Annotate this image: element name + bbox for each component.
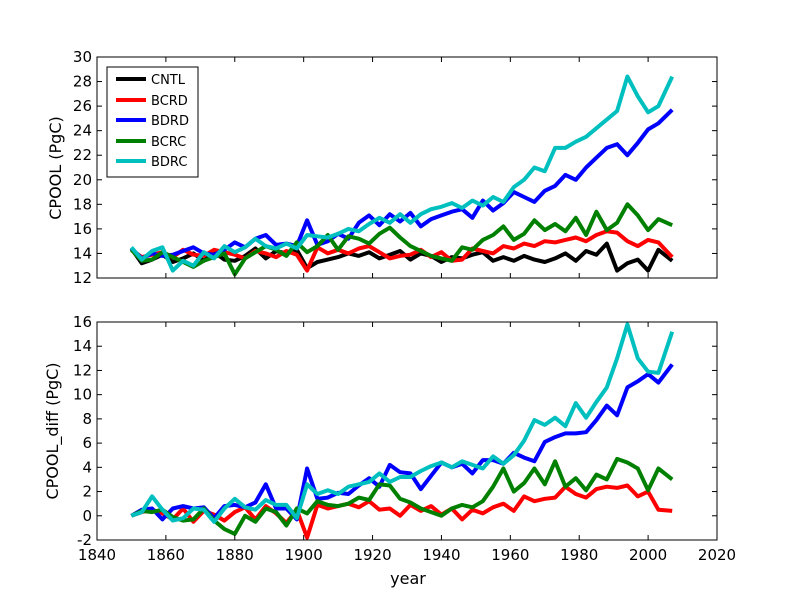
- bottom-ylabel: CPOOL_diff (PgC): [43, 362, 63, 499]
- bottom-ytick-label: 12: [73, 361, 92, 379]
- bottom-series-line-bdrc: [130, 322, 675, 524]
- top-series-line-bcrc: [129, 202, 674, 277]
- bottom-series-line-bcrc: [130, 456, 674, 536]
- bottom-xlabel: year: [390, 569, 426, 588]
- top-ytick-label: 14: [73, 244, 92, 262]
- bottom-xtick-label: 2000: [629, 546, 667, 564]
- top-ytick-label: 30: [73, 48, 92, 66]
- legend-label-bdrd: BDRD: [151, 114, 189, 129]
- top-panel: 12 14 16 18 20 22 24 26 28 30 CPOOL (PgC) CNTL BC…: [46, 48, 718, 287]
- bottom-xtick-label: 1860: [147, 546, 185, 564]
- bottom-ytick-label: 8: [82, 410, 92, 428]
- top-ytick-label: 12: [73, 269, 92, 287]
- legend: CNTL BCRD BDRD BCRC BDRC: [106, 66, 199, 178]
- bottom-ytick-label: 2: [82, 483, 92, 501]
- bottom-series-group: [130, 322, 675, 540]
- bottom-xtick-label: 1980: [560, 546, 598, 564]
- legend-label-cntl: CNTL: [151, 73, 186, 88]
- bottom-ytick-label: 10: [73, 386, 92, 404]
- top-ytick-label: 18: [73, 195, 92, 213]
- top-series-line-cntl: [129, 241, 674, 273]
- bottom-xtick-label: 1960: [491, 546, 529, 564]
- bottom-xtick-label: 2020: [698, 546, 736, 564]
- bottom-panel: -2 0 2 4 6 8 10 12 14 16 1840 1860 1880 1900 1920 1940 1…: [43, 313, 736, 588]
- bottom-xtick-label: 1920: [353, 546, 391, 564]
- top-ytick-label: 24: [73, 122, 92, 140]
- legend-label-bcrd: BCRD: [151, 94, 188, 109]
- top-series-line-bdrc: [129, 74, 675, 273]
- bottom-xtick-label: 1880: [216, 546, 254, 564]
- top-ytick-label: 16: [73, 220, 92, 238]
- bottom-ytick-label: 16: [73, 313, 92, 331]
- top-ticks-group: 12 14 16 18 20 22 24 26 28 30: [73, 48, 718, 287]
- legend-label-bcrc: BCRC: [151, 135, 186, 150]
- bottom-ytick-label: -2: [77, 531, 92, 549]
- bottom-axes-frame: [96, 321, 718, 541]
- bottom-xtick-label: 1840: [78, 546, 116, 564]
- top-ytick-label: 26: [73, 97, 92, 115]
- bottom-ytick-label: 4: [82, 458, 92, 476]
- top-ylabel: CPOOL (PgC): [46, 116, 65, 219]
- top-ytick-label: 28: [73, 73, 92, 91]
- top-ytick-label: 22: [73, 146, 92, 164]
- bottom-ytick-label: 6: [82, 434, 92, 452]
- top-axes-frame: [96, 56, 718, 279]
- bottom-series-line-bcrd: [130, 483, 673, 540]
- top-series-group: [129, 74, 675, 277]
- top-ytick-label: 20: [73, 171, 92, 189]
- bottom-ticks-group: -2 0 2 4 6 8 10 12 14 16 1840 1860 1880 1900 1920 1940 1…: [73, 313, 736, 564]
- legend-label-bdrc: BDRC: [151, 155, 187, 170]
- bottom-xtick-label: 1900: [285, 546, 323, 564]
- bottom-ytick-label: 0: [82, 507, 92, 525]
- bottom-ytick-label: 14: [73, 337, 92, 355]
- bottom-xtick-label: 1940: [422, 546, 460, 564]
